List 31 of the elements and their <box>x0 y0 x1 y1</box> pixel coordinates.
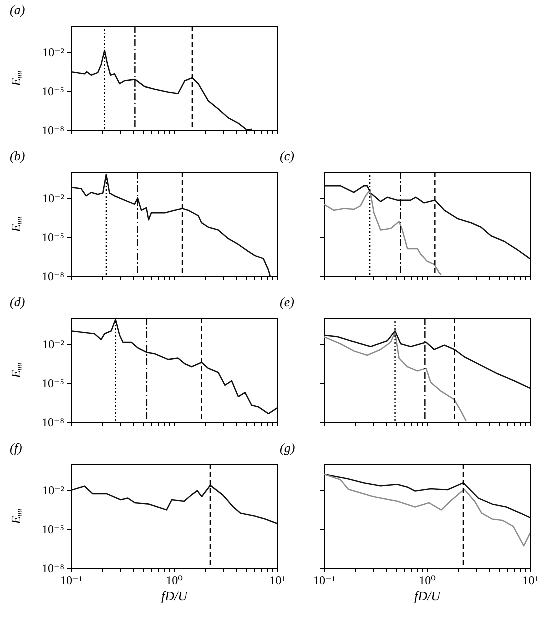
y-tick-label: 10⁻⁸ <box>42 562 64 576</box>
y-tick-label: 10⁻⁵ <box>42 84 64 98</box>
y-tick-label: 10⁻⁵ <box>42 230 64 244</box>
y-tick-label: 10⁻² <box>42 338 65 352</box>
x-tick-label: 10⁻¹ <box>60 574 83 588</box>
y-axis-title: Eᵤᵤ <box>8 362 24 380</box>
x-tick-label: 10¹ <box>522 574 539 588</box>
x-axis-title: fD/U <box>162 588 190 604</box>
y-tick-label: 10⁻⁵ <box>42 376 64 390</box>
y-tick-label: 10⁻² <box>42 484 65 498</box>
chart-title: (d) <box>10 294 26 310</box>
x-tick-label: 10⁻¹ <box>314 574 336 588</box>
chart-title: (e) <box>280 294 294 310</box>
y-tick-label: 10⁻⁸ <box>42 124 64 138</box>
y-tick-label: 10⁻⁸ <box>42 416 64 430</box>
y-tick-label: 10⁻⁸ <box>42 270 64 284</box>
y-axis-title: Eᵤᵤ <box>8 216 24 234</box>
y-axis-title: Eᵤᵤ <box>8 70 24 88</box>
chart-title: (g) <box>280 440 296 456</box>
x-tick-label: 10¹ <box>270 574 286 588</box>
chart-title: (a) <box>10 2 26 18</box>
x-tick-label: 10⁰ <box>166 574 184 588</box>
y-tick-label: 10⁻² <box>42 46 65 60</box>
x-axis-title: fD/U <box>414 588 442 604</box>
chart-title: (f) <box>10 440 22 456</box>
chart-title: (b) <box>10 148 26 164</box>
y-tick-label: 10⁻² <box>42 192 65 206</box>
y-tick-label: 10⁻⁵ <box>42 522 64 536</box>
x-tick-label: 10⁰ <box>419 574 436 588</box>
chart-title: (c) <box>280 148 294 164</box>
y-axis-title: Eᵤᵤ <box>8 508 24 526</box>
